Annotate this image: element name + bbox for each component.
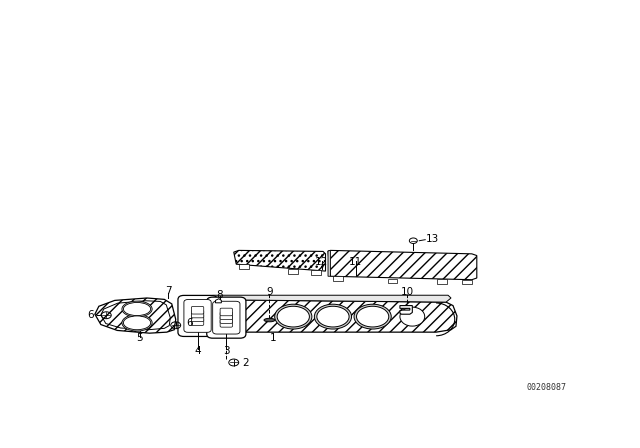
Polygon shape — [437, 280, 447, 284]
Ellipse shape — [122, 314, 152, 331]
Polygon shape — [207, 300, 457, 332]
Ellipse shape — [277, 306, 309, 327]
Polygon shape — [95, 298, 176, 333]
Text: 6: 6 — [186, 318, 193, 328]
FancyBboxPatch shape — [184, 300, 211, 332]
Ellipse shape — [124, 302, 150, 315]
Polygon shape — [400, 306, 412, 314]
FancyBboxPatch shape — [220, 312, 232, 319]
Text: 9: 9 — [266, 287, 273, 297]
Polygon shape — [328, 250, 330, 276]
FancyBboxPatch shape — [212, 301, 240, 334]
Polygon shape — [288, 269, 298, 274]
Polygon shape — [388, 279, 397, 283]
Text: 5: 5 — [136, 333, 143, 343]
Text: 4: 4 — [194, 346, 201, 356]
Ellipse shape — [400, 307, 425, 326]
Text: 6: 6 — [88, 310, 94, 320]
FancyBboxPatch shape — [220, 308, 232, 316]
Ellipse shape — [124, 316, 150, 330]
FancyBboxPatch shape — [220, 319, 232, 327]
Polygon shape — [234, 250, 326, 271]
FancyBboxPatch shape — [207, 297, 246, 338]
Text: 00208087: 00208087 — [526, 383, 566, 392]
Polygon shape — [462, 280, 472, 284]
FancyBboxPatch shape — [191, 306, 204, 314]
Polygon shape — [239, 264, 249, 269]
Text: 7: 7 — [165, 286, 172, 296]
FancyBboxPatch shape — [191, 310, 204, 318]
Ellipse shape — [264, 319, 275, 322]
Ellipse shape — [314, 304, 351, 329]
Text: 12: 12 — [315, 258, 328, 267]
Ellipse shape — [122, 301, 152, 317]
Text: 3: 3 — [223, 346, 230, 356]
Text: 2: 2 — [243, 358, 250, 368]
FancyBboxPatch shape — [220, 316, 232, 323]
Polygon shape — [328, 250, 477, 280]
FancyBboxPatch shape — [178, 295, 217, 336]
Ellipse shape — [354, 304, 391, 329]
Polygon shape — [333, 276, 343, 281]
Text: 8: 8 — [216, 289, 223, 300]
Ellipse shape — [275, 304, 312, 329]
FancyBboxPatch shape — [191, 314, 204, 322]
Text: 10: 10 — [401, 287, 414, 297]
Ellipse shape — [317, 306, 349, 327]
Text: 13: 13 — [426, 234, 440, 244]
Polygon shape — [310, 270, 321, 275]
Ellipse shape — [356, 306, 388, 327]
Circle shape — [410, 238, 417, 244]
Text: 11: 11 — [349, 258, 362, 267]
FancyBboxPatch shape — [191, 318, 204, 325]
Text: 1: 1 — [270, 333, 276, 343]
Polygon shape — [216, 299, 221, 303]
Polygon shape — [209, 295, 451, 302]
